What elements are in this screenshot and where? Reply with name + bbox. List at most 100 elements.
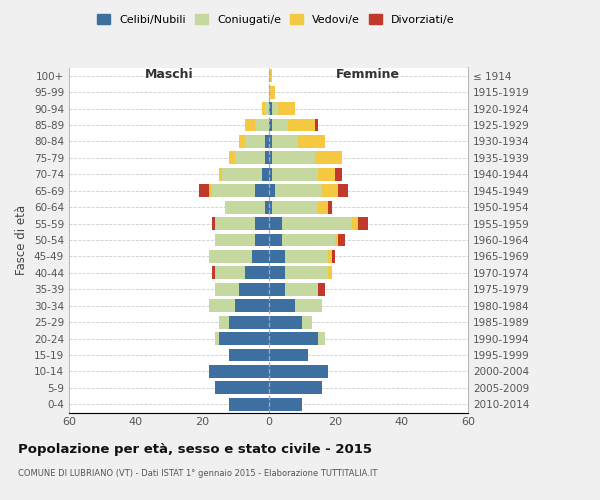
- Text: Popolazione per età, sesso e stato civile - 2015: Popolazione per età, sesso e stato civil…: [18, 442, 372, 456]
- Bar: [252, 250, 269, 263]
- Bar: [285, 250, 328, 263]
- Bar: [275, 184, 322, 197]
- Text: Maschi: Maschi: [145, 68, 193, 82]
- Bar: [245, 118, 255, 132]
- Bar: [269, 300, 295, 312]
- Legend: Celibi/Nubili, Coniugati/e, Vedovi/e, Divorziati/e: Celibi/Nubili, Coniugati/e, Vedovi/e, Di…: [94, 10, 458, 28]
- Bar: [269, 266, 285, 280]
- Bar: [272, 168, 319, 180]
- Bar: [285, 266, 328, 280]
- Bar: [218, 332, 269, 345]
- Bar: [229, 398, 269, 410]
- Bar: [269, 398, 302, 410]
- Bar: [269, 86, 275, 98]
- Bar: [218, 168, 222, 180]
- Bar: [278, 102, 295, 115]
- Text: Femmine: Femmine: [336, 68, 400, 82]
- Bar: [229, 348, 269, 362]
- Bar: [335, 234, 338, 246]
- Bar: [269, 250, 285, 263]
- Bar: [245, 135, 265, 148]
- Bar: [328, 250, 332, 263]
- Bar: [319, 200, 328, 213]
- Bar: [338, 184, 348, 197]
- Bar: [262, 168, 269, 180]
- Bar: [255, 217, 269, 230]
- Bar: [272, 118, 289, 132]
- Bar: [328, 266, 332, 280]
- Bar: [255, 118, 269, 132]
- Bar: [272, 135, 298, 148]
- Bar: [245, 266, 269, 280]
- Bar: [352, 217, 358, 230]
- Y-axis label: Fasce di età: Fasce di età: [16, 205, 28, 275]
- Bar: [269, 152, 272, 164]
- Bar: [269, 70, 272, 82]
- Bar: [322, 184, 338, 197]
- Bar: [209, 365, 269, 378]
- Bar: [215, 217, 255, 230]
- Bar: [282, 234, 335, 246]
- Bar: [295, 300, 322, 312]
- Bar: [239, 283, 269, 296]
- Bar: [269, 348, 308, 362]
- Bar: [209, 300, 235, 312]
- Bar: [209, 250, 252, 263]
- Bar: [199, 184, 209, 197]
- Bar: [212, 184, 255, 197]
- Bar: [319, 332, 325, 345]
- Bar: [215, 283, 239, 296]
- Bar: [269, 365, 328, 378]
- Bar: [212, 217, 215, 230]
- Bar: [255, 184, 269, 197]
- Bar: [269, 135, 272, 148]
- Bar: [215, 234, 255, 246]
- Bar: [265, 200, 269, 213]
- Bar: [269, 184, 275, 197]
- Bar: [225, 200, 265, 213]
- Bar: [215, 382, 269, 394]
- Bar: [272, 102, 278, 115]
- Bar: [289, 118, 315, 132]
- Bar: [302, 316, 312, 328]
- Bar: [215, 266, 245, 280]
- Bar: [262, 102, 265, 115]
- Bar: [272, 200, 319, 213]
- Bar: [269, 234, 282, 246]
- Text: COMUNE DI LUBRIANO (VT) - Dati ISTAT 1° gennaio 2015 - Elaborazione TUTTITALIA.I: COMUNE DI LUBRIANO (VT) - Dati ISTAT 1° …: [18, 469, 377, 478]
- Bar: [235, 300, 269, 312]
- Bar: [335, 168, 341, 180]
- Bar: [269, 200, 272, 213]
- Bar: [332, 250, 335, 263]
- Bar: [328, 200, 332, 213]
- Bar: [265, 152, 269, 164]
- Bar: [215, 332, 218, 345]
- Bar: [315, 152, 341, 164]
- Bar: [319, 168, 335, 180]
- Bar: [269, 217, 282, 230]
- Bar: [285, 283, 319, 296]
- Bar: [212, 266, 215, 280]
- Bar: [255, 234, 269, 246]
- Bar: [222, 168, 262, 180]
- Bar: [229, 316, 269, 328]
- Bar: [269, 382, 322, 394]
- Bar: [315, 118, 319, 132]
- Bar: [269, 168, 272, 180]
- Bar: [235, 152, 265, 164]
- Bar: [269, 283, 285, 296]
- Bar: [282, 217, 352, 230]
- Bar: [269, 102, 272, 115]
- Bar: [229, 152, 235, 164]
- Bar: [218, 316, 229, 328]
- Bar: [298, 135, 325, 148]
- Bar: [269, 316, 302, 328]
- Bar: [239, 135, 245, 148]
- Bar: [269, 118, 272, 132]
- Bar: [265, 135, 269, 148]
- Bar: [338, 234, 345, 246]
- Bar: [272, 152, 315, 164]
- Bar: [209, 184, 212, 197]
- Bar: [265, 102, 269, 115]
- Bar: [319, 283, 325, 296]
